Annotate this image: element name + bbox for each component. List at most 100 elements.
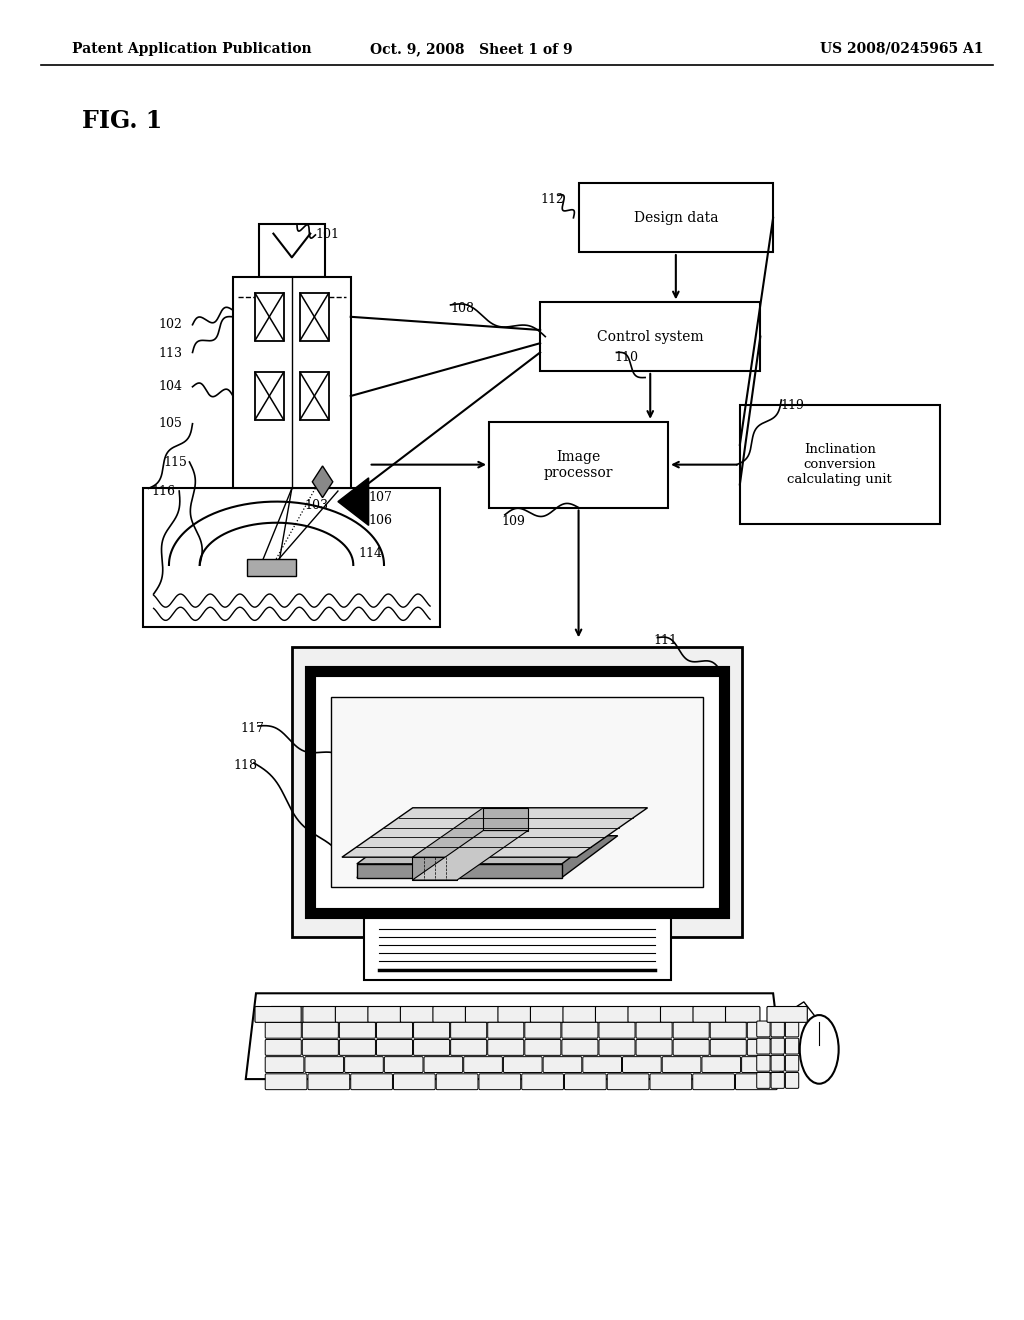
FancyBboxPatch shape	[465, 1006, 500, 1022]
Text: Control system: Control system	[597, 330, 703, 343]
FancyBboxPatch shape	[725, 1006, 760, 1022]
FancyBboxPatch shape	[660, 1006, 695, 1022]
FancyBboxPatch shape	[596, 1006, 630, 1022]
FancyBboxPatch shape	[414, 1040, 450, 1056]
Polygon shape	[342, 808, 647, 857]
FancyBboxPatch shape	[692, 1074, 734, 1090]
FancyBboxPatch shape	[247, 560, 296, 576]
FancyBboxPatch shape	[331, 697, 703, 887]
Text: 116: 116	[152, 484, 175, 498]
Polygon shape	[338, 478, 369, 525]
FancyBboxPatch shape	[564, 1074, 606, 1090]
Polygon shape	[413, 830, 528, 880]
FancyBboxPatch shape	[339, 1040, 376, 1056]
FancyBboxPatch shape	[350, 1074, 392, 1090]
FancyBboxPatch shape	[673, 1022, 710, 1038]
FancyBboxPatch shape	[265, 1074, 307, 1090]
FancyBboxPatch shape	[308, 1074, 350, 1090]
FancyBboxPatch shape	[663, 1056, 700, 1072]
FancyBboxPatch shape	[488, 421, 668, 507]
Text: 101: 101	[315, 228, 339, 242]
Text: 112: 112	[541, 193, 564, 206]
Ellipse shape	[800, 1015, 839, 1084]
FancyBboxPatch shape	[599, 1040, 635, 1056]
Polygon shape	[356, 822, 617, 863]
FancyBboxPatch shape	[302, 1040, 338, 1056]
FancyBboxPatch shape	[464, 1056, 503, 1072]
Text: 106: 106	[369, 513, 392, 527]
FancyBboxPatch shape	[739, 405, 940, 524]
FancyBboxPatch shape	[711, 1040, 746, 1056]
FancyBboxPatch shape	[339, 1022, 376, 1038]
FancyBboxPatch shape	[265, 1022, 301, 1038]
FancyBboxPatch shape	[487, 1040, 524, 1056]
FancyBboxPatch shape	[255, 293, 284, 341]
Text: 110: 110	[614, 351, 638, 364]
FancyBboxPatch shape	[785, 1072, 799, 1088]
FancyBboxPatch shape	[368, 1006, 402, 1022]
FancyBboxPatch shape	[498, 1006, 532, 1022]
FancyBboxPatch shape	[579, 183, 773, 252]
FancyBboxPatch shape	[255, 1006, 301, 1022]
FancyBboxPatch shape	[265, 1056, 304, 1072]
Text: 117: 117	[241, 722, 264, 735]
FancyBboxPatch shape	[504, 1056, 542, 1072]
Polygon shape	[356, 836, 617, 878]
FancyBboxPatch shape	[771, 1056, 784, 1072]
FancyBboxPatch shape	[270, 1006, 305, 1022]
FancyBboxPatch shape	[265, 1040, 301, 1056]
FancyBboxPatch shape	[424, 1056, 463, 1072]
FancyBboxPatch shape	[400, 1006, 435, 1022]
FancyBboxPatch shape	[302, 1022, 338, 1038]
Polygon shape	[356, 863, 562, 878]
FancyBboxPatch shape	[530, 1006, 565, 1022]
Text: 107: 107	[369, 491, 392, 504]
FancyBboxPatch shape	[310, 671, 724, 913]
FancyBboxPatch shape	[701, 1056, 740, 1072]
FancyBboxPatch shape	[436, 1074, 478, 1090]
FancyBboxPatch shape	[525, 1022, 561, 1038]
FancyBboxPatch shape	[451, 1022, 486, 1038]
FancyBboxPatch shape	[673, 1040, 710, 1056]
FancyBboxPatch shape	[300, 372, 329, 420]
FancyBboxPatch shape	[377, 1022, 413, 1038]
FancyBboxPatch shape	[636, 1040, 672, 1056]
FancyBboxPatch shape	[232, 277, 350, 488]
FancyBboxPatch shape	[757, 1056, 770, 1072]
FancyBboxPatch shape	[433, 1006, 467, 1022]
Text: 104: 104	[159, 380, 182, 393]
FancyBboxPatch shape	[741, 1056, 780, 1072]
FancyBboxPatch shape	[650, 1074, 692, 1090]
FancyBboxPatch shape	[757, 1022, 770, 1038]
Text: Patent Application Publication: Patent Application Publication	[72, 42, 311, 55]
FancyBboxPatch shape	[300, 293, 329, 341]
FancyBboxPatch shape	[767, 1006, 807, 1022]
FancyBboxPatch shape	[384, 1056, 423, 1072]
Text: Inclination
conversion
calculating unit: Inclination conversion calculating unit	[787, 444, 892, 486]
FancyBboxPatch shape	[623, 1056, 662, 1072]
Polygon shape	[413, 808, 528, 857]
Text: FIG. 1: FIG. 1	[82, 110, 162, 133]
FancyBboxPatch shape	[785, 1022, 799, 1038]
FancyBboxPatch shape	[771, 1022, 784, 1038]
FancyBboxPatch shape	[292, 647, 742, 937]
FancyBboxPatch shape	[785, 1039, 799, 1053]
FancyBboxPatch shape	[636, 1022, 672, 1038]
Text: 115: 115	[164, 455, 187, 469]
Text: 111: 111	[653, 634, 677, 647]
FancyBboxPatch shape	[521, 1074, 563, 1090]
Text: US 2008/0245965 A1: US 2008/0245965 A1	[819, 42, 983, 55]
FancyBboxPatch shape	[303, 1006, 337, 1022]
Text: Oct. 9, 2008   Sheet 1 of 9: Oct. 9, 2008 Sheet 1 of 9	[370, 42, 572, 55]
FancyBboxPatch shape	[345, 1056, 383, 1072]
FancyBboxPatch shape	[143, 488, 440, 627]
Text: 109: 109	[502, 515, 525, 528]
FancyBboxPatch shape	[563, 1006, 597, 1022]
FancyBboxPatch shape	[305, 1056, 344, 1072]
FancyBboxPatch shape	[757, 1039, 770, 1053]
FancyBboxPatch shape	[541, 302, 760, 371]
Polygon shape	[246, 993, 783, 1080]
Polygon shape	[483, 808, 528, 830]
Text: 113: 113	[159, 347, 182, 360]
FancyBboxPatch shape	[757, 1072, 770, 1088]
